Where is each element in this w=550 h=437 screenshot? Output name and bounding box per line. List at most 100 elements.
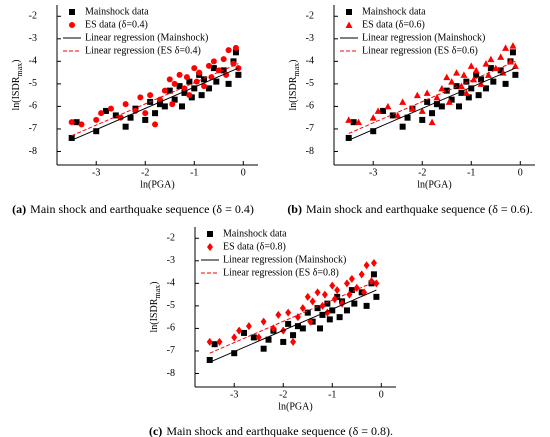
marker-square (299, 325, 306, 332)
marker-square (152, 110, 159, 117)
y-tick-label: -5 (167, 300, 175, 311)
marker-square (127, 114, 134, 121)
marker-square (250, 334, 257, 341)
marker-triangle (345, 116, 353, 123)
marker-square (241, 329, 248, 336)
marker-square (429, 110, 436, 117)
marker-square (304, 309, 311, 316)
y-axis-label-part: ) (149, 281, 160, 284)
y-tick-label: -7 (306, 123, 314, 134)
x-tick-label: 0 (241, 167, 246, 178)
marker-diamond (348, 274, 355, 283)
y-axis-label-part: ) (288, 59, 299, 62)
y-tick-label: -3 (306, 33, 314, 44)
marker-square (179, 103, 186, 110)
x-tick-label: -3 (230, 389, 238, 400)
marker-circle (193, 78, 200, 85)
marker-triangle (509, 42, 517, 49)
marker-diamond (321, 290, 328, 299)
marker-square (370, 128, 377, 135)
legend-label: Linear regression (Mainshock) (223, 254, 346, 265)
marker-circle (68, 119, 75, 126)
marker-triangle (467, 62, 475, 69)
legend-label: Linear regression (ES δ=0.6) (362, 45, 478, 56)
marker-diamond (275, 310, 282, 319)
marker-triangle (418, 107, 426, 114)
marker-square (191, 85, 198, 92)
marker-square (231, 350, 238, 357)
x-axis-label: ln(PGA) (278, 401, 312, 412)
marker-diamond (331, 295, 338, 304)
marker-circle (176, 71, 183, 78)
marker-diamond (361, 288, 368, 297)
marker-circle (152, 121, 159, 128)
marker-square (294, 323, 301, 330)
marker-circle (225, 47, 232, 54)
legend-label: Linear regression (Mainshock) (85, 32, 208, 43)
regression-line (209, 289, 377, 363)
marker-square (389, 112, 396, 119)
marker-circle (220, 56, 227, 63)
marker-square (475, 92, 482, 99)
marker-triangle (384, 102, 392, 110)
marker-circle (107, 105, 114, 112)
marker-triangle (502, 44, 510, 51)
y-tick-label: -4 (29, 56, 37, 67)
marker-triangle (413, 91, 421, 99)
legend-label: Linear regression (ES δ=0.8) (223, 267, 339, 278)
marker-square (73, 119, 80, 126)
x-tick-label: -2 (141, 167, 149, 178)
marker-square (186, 78, 193, 85)
marker-circle (210, 58, 217, 65)
marker-triangle (369, 114, 377, 121)
marker-triangle (511, 62, 519, 69)
marker-diamond (216, 337, 223, 346)
marker-diamond (290, 337, 297, 346)
x-tick-label: -1 (328, 389, 336, 400)
marker-square (351, 300, 358, 307)
marker-square (487, 65, 494, 72)
marker-diamond (343, 279, 350, 288)
marker-square (122, 123, 129, 130)
marker-square (512, 71, 519, 78)
marker-square (112, 112, 119, 119)
marker-square (142, 116, 149, 123)
y-tick-label: -7 (29, 123, 37, 134)
marker-square (326, 316, 333, 323)
marker-square (198, 92, 205, 99)
x-tick-label: -2 (418, 167, 426, 178)
y-tick-label: -2 (29, 11, 37, 22)
marker-square (482, 85, 489, 92)
regression-line (71, 67, 239, 141)
marker-square (206, 356, 213, 363)
marker-square (188, 94, 195, 101)
marker-square (336, 314, 343, 321)
y-axis-label-part: ln(ISDR (288, 76, 299, 110)
marker-square (181, 89, 188, 96)
marker-triangle (482, 60, 490, 67)
marker-square (285, 320, 292, 327)
marker-square (346, 9, 352, 15)
marker-triangle (472, 66, 480, 74)
marker-circle (186, 92, 193, 99)
marker-circle (98, 110, 105, 117)
y-axis-label-part: max (292, 63, 301, 77)
y-axis-label-part: max (15, 63, 24, 77)
marker-triangle (428, 118, 436, 126)
marker-square (176, 83, 183, 90)
y-tick-label: -2 (306, 11, 314, 22)
marker-diamond (294, 313, 301, 322)
legend-label: ES data (δ=0.8) (223, 241, 286, 252)
y-tick-label: -7 (167, 345, 175, 356)
marker-circle (169, 101, 176, 108)
marker-square (490, 78, 497, 85)
marker-square (345, 134, 352, 141)
marker-square (463, 78, 470, 85)
x-axis-label: ln(PGA) (140, 179, 174, 190)
y-axis-label: ln(ISDRmax) (149, 281, 162, 332)
marker-square (348, 287, 355, 294)
marker-diamond (319, 301, 326, 310)
marker-square (373, 293, 380, 300)
marker-diamond (236, 326, 243, 335)
marker-triangle (394, 111, 402, 119)
